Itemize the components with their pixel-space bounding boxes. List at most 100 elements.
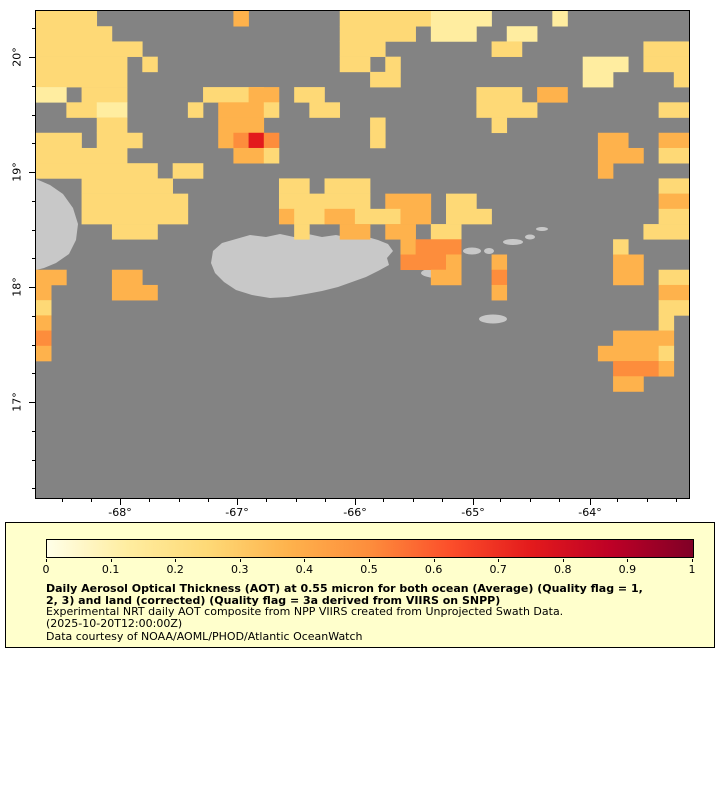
y-axis-minor-tick: [32, 85, 35, 87]
colorbar-tick-label: 0.4: [295, 563, 314, 576]
aot-cell: [81, 208, 189, 225]
aot-cell: [552, 11, 568, 27]
aot-cell: [36, 345, 52, 362]
colorbar-tick: [692, 559, 693, 562]
colorbar-tick-label: 0: [42, 563, 50, 576]
aot-cell: [597, 163, 614, 179]
aot-cell: [370, 117, 386, 134]
x-axis-minor-tick: [90, 499, 92, 502]
colorbar-tick-label: 0.8: [554, 563, 572, 576]
aot-cell: [385, 56, 401, 73]
aot-cell: [294, 208, 325, 225]
colorbar-tick: [46, 559, 47, 562]
aot-cell: [248, 87, 280, 103]
colorbar-tick-label: 0.7: [489, 563, 507, 576]
land-tortola: [503, 239, 523, 245]
aot-cell: [36, 132, 82, 149]
aot-cell: [111, 224, 158, 240]
aot-cell: [142, 56, 158, 73]
aot-cell: [294, 87, 325, 103]
x-axis-minor-tick: [207, 499, 209, 502]
aot-cell: [233, 147, 265, 164]
colorbar-tick-label: 0.6: [424, 563, 443, 576]
aot-cell: [537, 87, 568, 103]
x-axis-tick-label: -64°: [578, 506, 602, 519]
aot-cell: [36, 41, 143, 57]
y-axis-tick-label: 19°: [10, 162, 24, 182]
legend-panel: 0 0.1 0.2 0.3 0.4 0.5 0.6 0.7 0.8 0.9 1 Daily Aero…: [5, 522, 715, 648]
x-axis-minor-tick: [558, 499, 560, 502]
aot-cell: [278, 208, 295, 225]
x-axis-minor-tick: [266, 499, 268, 502]
aot-cell: [385, 224, 416, 240]
aot-cell: [370, 71, 401, 88]
aot-cell: [339, 11, 432, 27]
x-axis-major-tick: [355, 499, 356, 505]
x-axis-minor-tick: [383, 499, 385, 502]
aot-cell: [582, 56, 629, 73]
aot-cell: [613, 376, 644, 392]
y-axis-minor-tick: [32, 229, 35, 231]
aot-cell: [491, 254, 508, 271]
x-axis-major-tick: [237, 499, 238, 505]
aot-cell: [582, 71, 614, 88]
aot-cell: [476, 87, 523, 103]
aot-cell: [172, 163, 204, 179]
aot-cell: [400, 208, 432, 225]
y-axis-minor-tick: [32, 143, 35, 145]
aot-cell: [339, 224, 371, 240]
x-axis-minor-tick: [675, 499, 677, 502]
x-axis-minor-tick: [149, 499, 151, 502]
aot-cell: [658, 147, 689, 164]
aot-cell: [36, 330, 52, 347]
y-axis-minor-tick: [32, 344, 35, 346]
x-axis-major-tick: [590, 499, 591, 505]
aot-cell: [476, 102, 538, 118]
y-axis-minor-tick: [32, 488, 35, 490]
aot-cell: [658, 315, 675, 331]
aot-cell: [81, 178, 173, 194]
aot-cell: [643, 330, 675, 347]
y-axis-minor-tick: [32, 200, 35, 202]
map-canvas: [36, 11, 689, 498]
aot-cell: [370, 132, 386, 149]
aot-cell: [218, 117, 265, 134]
colorbar-tick: [562, 559, 564, 562]
aot-cell: [81, 87, 128, 103]
aot-cell: [263, 102, 280, 118]
aot-cell: [658, 345, 675, 362]
aot-cell: [96, 102, 128, 118]
colorbar-tick: [304, 559, 306, 562]
x-axis-minor-tick: [617, 499, 619, 502]
aot-cell: [613, 239, 629, 255]
y-axis-major-tick: [29, 287, 35, 288]
aot-cell: [36, 163, 158, 179]
aot-cell: [66, 102, 98, 118]
aot-cell: [263, 147, 280, 164]
aot-cell: [430, 224, 462, 240]
aot-cell: [415, 239, 462, 255]
aot-cell: [324, 178, 371, 194]
aot-cell: [248, 132, 265, 149]
legend-caption: Daily Aerosol Optical Thickness (AOT) at…: [46, 583, 643, 643]
colorbar-tick: [369, 559, 370, 562]
colorbar-gradient: [46, 539, 694, 558]
aot-cell: [658, 208, 689, 225]
aot-cell: [658, 132, 689, 149]
colorbar-tick: [627, 559, 629, 562]
legend-subtitle-line: Experimental NRT daily AOT composite fro…: [46, 605, 564, 618]
aot-cell: [218, 102, 265, 118]
aot-cell: [324, 208, 356, 225]
x-axis-minor-tick: [646, 499, 648, 502]
y-axis-tick-label: 18°: [10, 277, 24, 297]
aot-cell: [278, 178, 310, 194]
aot-cell: [36, 26, 113, 42]
land-hispaniola-east-tip: [36, 179, 78, 270]
y-axis-tick-label: 20°: [10, 47, 24, 67]
colorbar-tick-label: 1: [688, 563, 696, 576]
colorbar-axis: 0 0.1 0.2 0.3 0.4 0.5 0.6 0.7 0.8 0.9 1: [42, 559, 696, 577]
x-axis-minor-tick: [178, 499, 180, 502]
aot-cell: [294, 224, 310, 240]
x-axis-major-tick: [473, 499, 474, 505]
